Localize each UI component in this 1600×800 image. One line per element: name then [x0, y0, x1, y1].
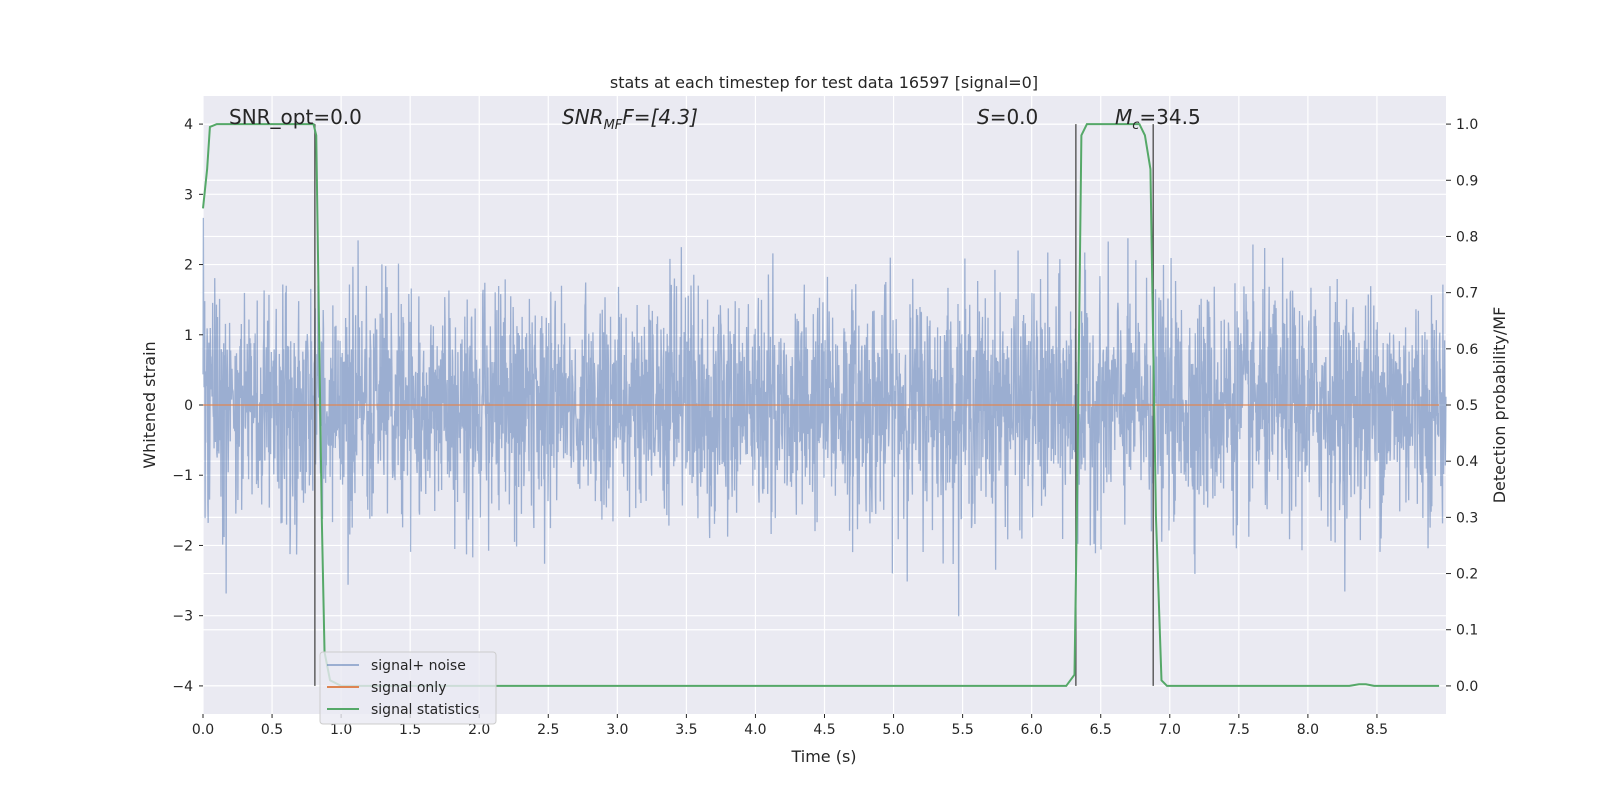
x-tick-label: 8.5 [1366, 722, 1388, 738]
x-axis-label: Time (s) [790, 747, 856, 766]
y-tick-label: 0 [184, 398, 193, 414]
annotation-snr-opt: SNR_opt=0.0 [229, 105, 362, 129]
y-tick-label: 1 [184, 328, 193, 344]
y-right-tick-label: 1.0 [1456, 117, 1478, 133]
y-axis-label: Whitened strain [140, 341, 159, 468]
y-right-tick-label: 0.2 [1456, 567, 1478, 583]
legend: signal+ noise signal only signal statist… [319, 651, 497, 725]
chart-title: stats at each timestep for test data 165… [610, 73, 1038, 92]
x-tick-label: 2.0 [468, 722, 490, 738]
legend-label-signal-statistics: signal statistics [371, 702, 479, 718]
y-right-tick-label: 0.3 [1456, 510, 1478, 526]
x-tick-label: 5.0 [882, 722, 904, 738]
x-tick-label: 0.0 [192, 722, 214, 738]
annotation-snr-mf: SNRMFF=[4.3] [562, 105, 698, 133]
y-right-tick-label: 0.5 [1456, 398, 1478, 414]
y-right-tick-label: 0.4 [1456, 454, 1478, 470]
signal-noise-line [202, 217, 1447, 617]
signal-statistics-line [202, 123, 1440, 687]
y-right-tick-label: 0.1 [1456, 623, 1478, 639]
x-tick-label: 1.0 [330, 722, 352, 738]
x-tick-label: 6.0 [1021, 722, 1043, 738]
x-tick-label: 0.5 [261, 722, 283, 738]
x-tick-label: 3.5 [675, 722, 697, 738]
y-right-axis-label: Detection probability/MF [1490, 307, 1509, 504]
y-right-tick-label: 0.6 [1456, 342, 1478, 358]
y-right-tick-label: 0.9 [1456, 173, 1478, 189]
x-tick-label: 5.5 [951, 722, 973, 738]
y-tick-label: 4 [184, 117, 193, 133]
signal-plus-noise-series [202, 217, 1447, 617]
x-tick-label: 8.0 [1297, 722, 1319, 738]
y-right-tick-label: 0.7 [1456, 286, 1478, 302]
y-tick-label: −2 [172, 538, 193, 554]
x-tick-label: 4.5 [813, 722, 835, 738]
y-right-tick-label: 0.0 [1456, 679, 1478, 695]
x-tick-label: 7.0 [1159, 722, 1181, 738]
x-axis-ticks: 0.0 0.5 1.0 1.5 2.0 2.5 3.0 3.5 4.0 4.5 5.0 5.5 6.0 6… [192, 714, 1388, 738]
x-tick-label: 7.5 [1228, 722, 1250, 738]
x-tick-label: 2.5 [537, 722, 559, 738]
y-tick-label: −4 [172, 679, 193, 695]
annotation-mc: Mc=34.5 [1115, 105, 1201, 133]
x-tick-label: 3.0 [606, 722, 628, 738]
y-right-axis-ticks: 1.0 0.9 0.8 0.7 0.6 0.5 0.4 0.3 0.2 0.1 0.0 [1446, 117, 1478, 695]
x-tick-label: 4.0 [744, 722, 766, 738]
x-tick-label: 1.5 [399, 722, 421, 738]
y-tick-label: 3 [184, 187, 193, 203]
legend-label-signal-noise: signal+ noise [371, 658, 466, 674]
legend-box [319, 651, 497, 725]
x-tick-label: 6.5 [1090, 722, 1112, 738]
signal-statistics-series [202, 123, 1440, 687]
y-axis-ticks: 4 3 2 1 0 −1 −2 −3 −4 [172, 117, 203, 695]
legend-label-signal-only: signal only [371, 680, 446, 696]
y-right-tick-label: 0.8 [1456, 229, 1478, 245]
annotation-s: S=0.0 [977, 105, 1038, 129]
y-tick-label: 2 [184, 258, 193, 274]
y-tick-label: −1 [172, 468, 193, 484]
y-tick-label: −3 [172, 609, 193, 625]
